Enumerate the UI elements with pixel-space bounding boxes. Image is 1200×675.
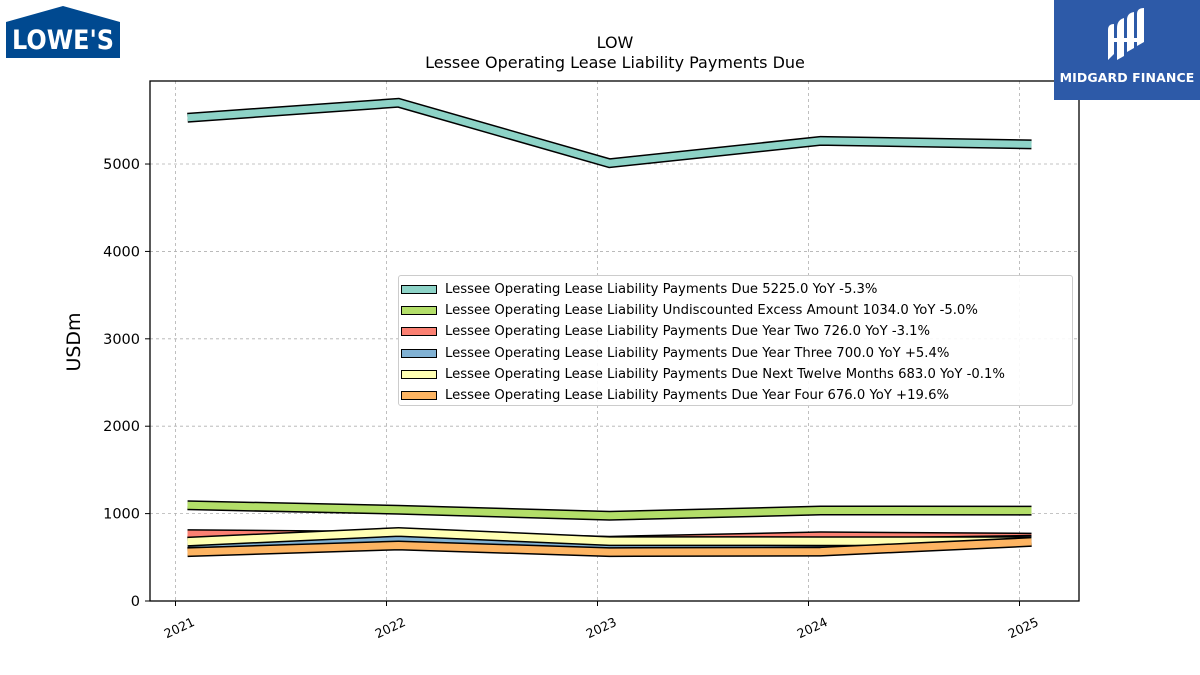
lowes-logo-text: LOWE'S [12,25,114,56]
plot-frame [149,80,1080,602]
y-tick-label: 3000 [103,332,140,348]
legend-item: Lessee Operating Lease Liability Payment… [399,364,1072,385]
legend-swatch [401,285,437,295]
legend-label: Lessee Operating Lease Liability Payment… [445,324,931,340]
legend-item: Lessee Operating Lease Liability Undisco… [399,300,1072,321]
lowes-logo: LOWE'S [6,6,120,58]
legend-label: Lessee Operating Lease Liability Payment… [445,388,950,404]
legend-item: Lessee Operating Lease Liability Payment… [399,385,1072,406]
x-tick-label: 2023 [584,614,619,641]
chart-subtitle: Lessee Operating Lease Liability Payment… [425,53,805,72]
series-line-0 [187,99,1032,167]
series-line-4 [187,528,1032,546]
legend-item: Lessee Operating Lease Liability Payment… [399,321,1072,342]
legend-swatch [401,369,437,379]
chart-title: LOW [597,33,634,52]
x-tick-label: 2025 [1006,614,1041,641]
legend-item: Lessee Operating Lease Liability Payment… [399,279,1072,300]
y-tick-label: 2000 [103,419,140,435]
legend-label: Lessee Operating Lease Liability Undisco… [445,303,978,319]
y-tick-label: 5000 [103,157,140,173]
y-tick-label: 1000 [103,507,140,523]
series-layer [187,97,1032,558]
y-axis-label: USDm [63,312,85,371]
midgard-finance-logo: MIDGARD FINANCE [1054,0,1200,100]
x-tick-label: 2024 [795,614,830,641]
legend-label: Lessee Operating Lease Liability Payment… [445,282,878,298]
legend-label: Lessee Operating Lease Liability Payment… [445,366,1005,382]
legend-label: Lessee Operating Lease Liability Payment… [445,345,950,361]
legend-item: Lessee Operating Lease Liability Payment… [399,343,1072,364]
series-line-5 [187,538,1032,556]
midgard-emblem-icon [1108,8,1144,60]
legend-swatch [401,327,437,337]
y-tick-label: 4000 [103,244,140,260]
midgard-finance-text: MIDGARD FINANCE [1059,70,1195,85]
x-tick-label: 2022 [373,614,408,641]
y-tick-label: 0 [131,594,140,610]
legend-swatch [401,348,437,358]
x-tick-label: 2021 [162,614,197,641]
chart-legend: Lessee Operating Lease Liability Payment… [398,275,1073,406]
legend-swatch [401,391,437,401]
series-line-1 [187,501,1032,520]
legend-swatch [401,306,437,316]
